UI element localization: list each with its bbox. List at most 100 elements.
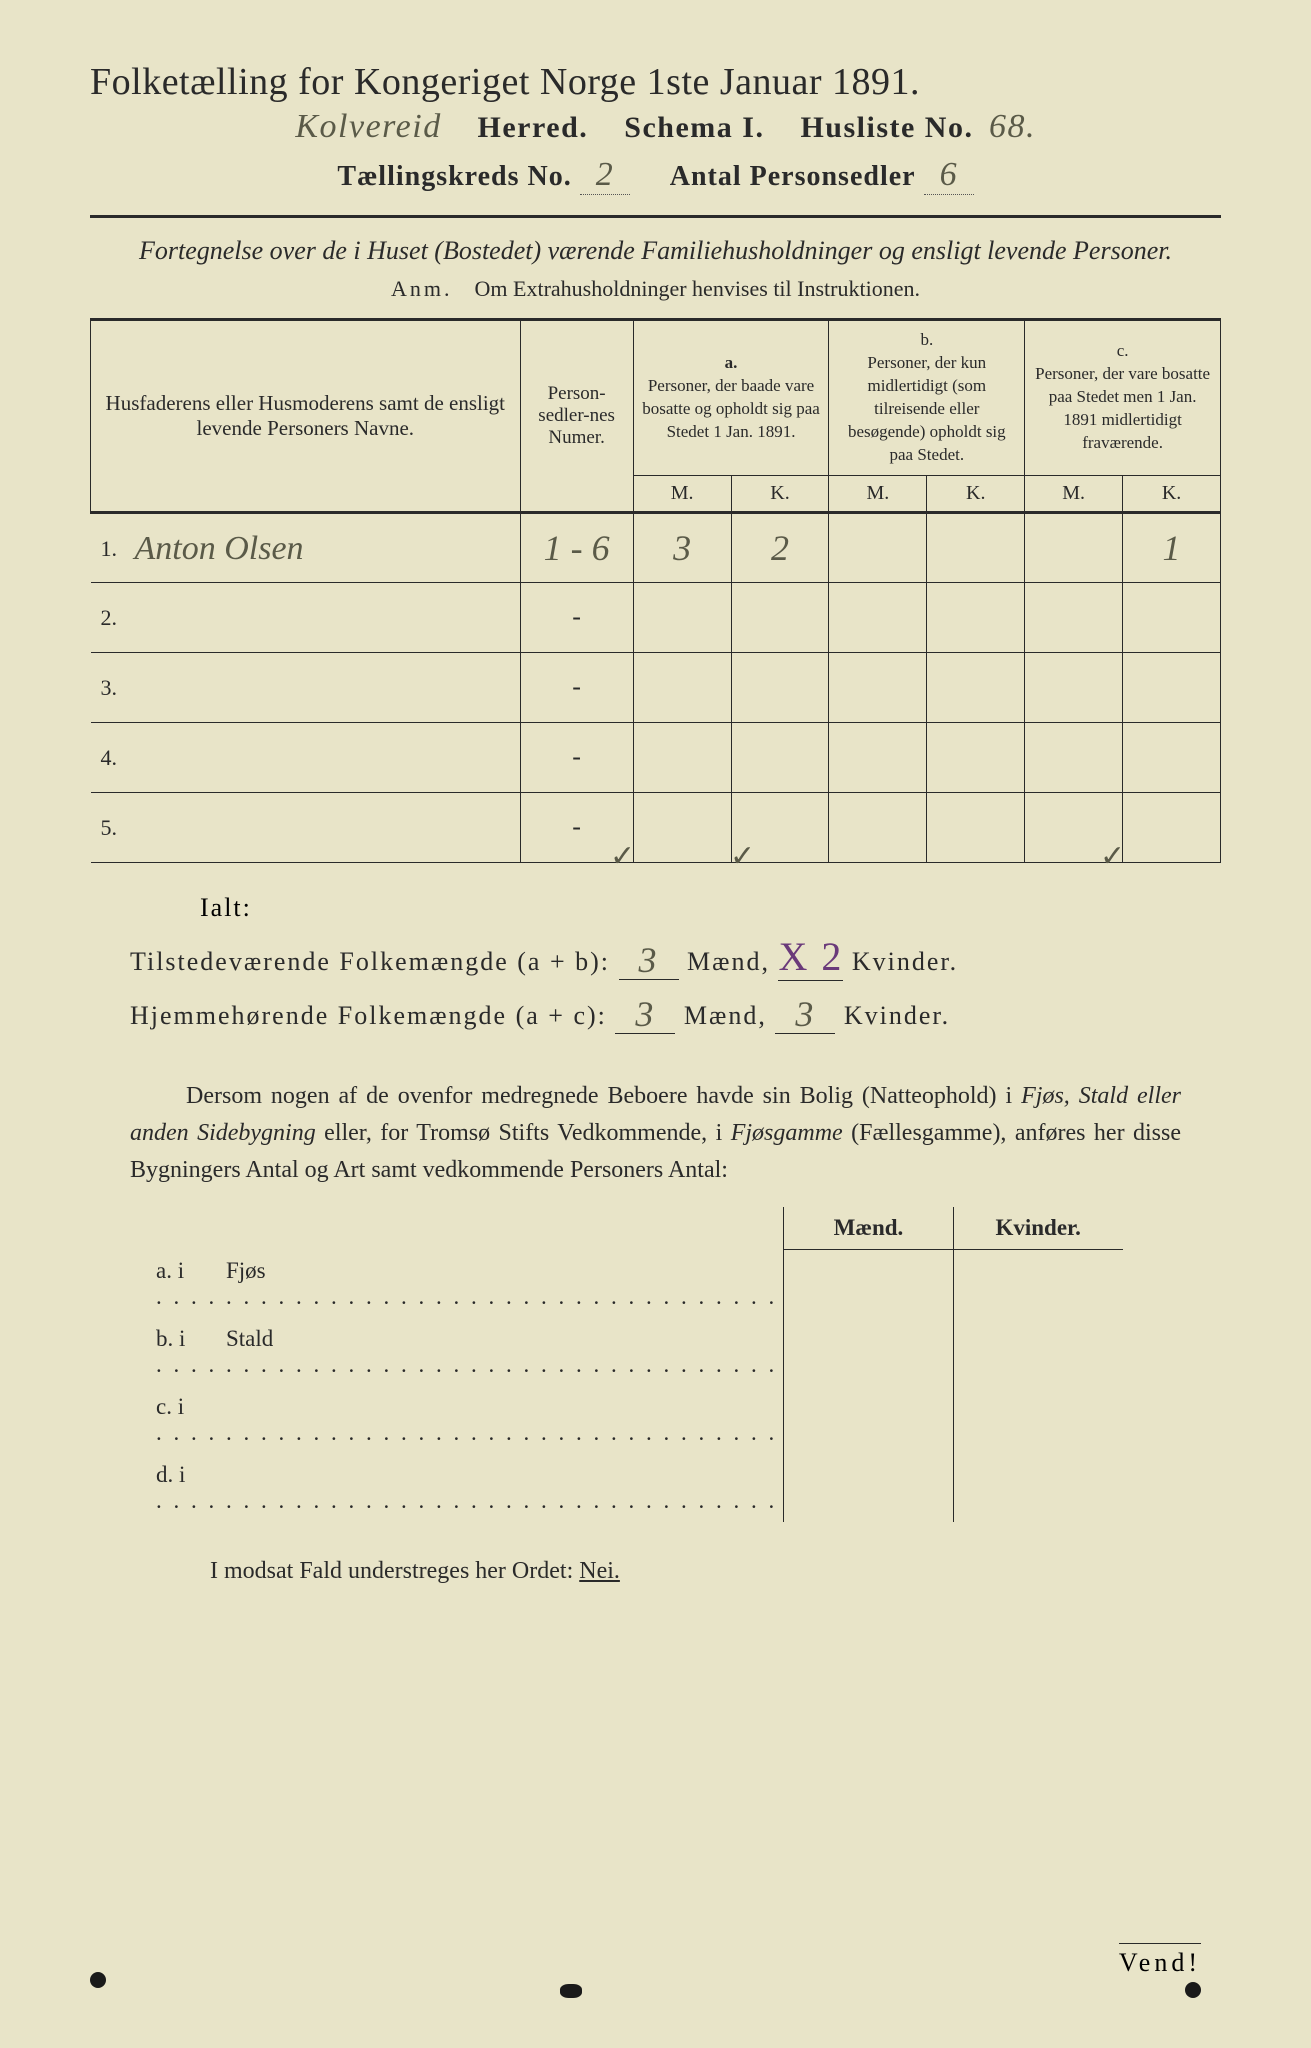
table-row: 5.- xyxy=(91,792,1221,862)
cell-c-m xyxy=(1025,512,1123,582)
cell-c-k xyxy=(1123,652,1221,722)
cell-a-m xyxy=(633,722,731,792)
row-name-cell: 5. xyxy=(91,792,521,862)
tick-mark: ✓ xyxy=(730,839,755,874)
col-header-number: Person-sedler-nes Numer. xyxy=(520,320,633,513)
cell-b-k xyxy=(927,582,1025,652)
side-building-table: Mænd. Kvinder. a. iFjøs . . . . . . . . … xyxy=(150,1207,1123,1522)
table-row: 3.- xyxy=(91,652,1221,722)
hjemme-label: Hjemmehørende Folkemængde (a + c): xyxy=(130,1001,607,1030)
cell-c-k xyxy=(1123,792,1221,862)
herred-label: Herred. xyxy=(478,111,589,144)
side-kvinder-cell xyxy=(953,1250,1122,1318)
kreds-no-handwritten: 2 xyxy=(580,156,630,195)
col-b-m: M. xyxy=(829,475,927,512)
cell-a-m xyxy=(633,652,731,722)
col-b-k: K. xyxy=(927,475,1025,512)
ialt-label: Ialt: xyxy=(200,893,1221,923)
cell-c-k xyxy=(1123,582,1221,652)
cell-a-m: 3 xyxy=(633,512,731,582)
side-table-row: a. iFjøs . . . . . . . . . . . . . . . .… xyxy=(150,1250,1123,1318)
row-number-cell: - xyxy=(520,722,633,792)
side-row-label: b. iStald . . . . . . . . . . . . . . . … xyxy=(150,1318,784,1386)
cell-b-m xyxy=(829,792,927,862)
cell-b-k xyxy=(927,792,1025,862)
col-c-m: M. xyxy=(1025,475,1123,512)
census-form-page: Folketælling for Kongeriget Norge 1ste J… xyxy=(0,0,1311,2048)
ink-spot xyxy=(90,1972,106,1988)
col-header-c: c. Personer, der vare bosatte paa Stedet… xyxy=(1025,320,1221,476)
household-table: Husfaderens eller Husmoderens samt de en… xyxy=(90,318,1221,863)
maend-label: Mænd, xyxy=(687,947,770,976)
cell-a-k xyxy=(731,722,829,792)
row-name-cell: 2. xyxy=(91,582,521,652)
anm-label: Anm. xyxy=(391,276,453,301)
cell-c-m xyxy=(1025,722,1123,792)
anm-text: Om Extrahusholdninger henvises til Instr… xyxy=(475,276,920,301)
col-header-name: Husfaderens eller Husmoderens samt de en… xyxy=(91,320,521,513)
cell-a-m xyxy=(633,792,731,862)
fortegnelse-heading: Fortegnelse over de i Huset (Bostedet) v… xyxy=(90,236,1221,266)
row-name-cell: 1.Anton Olsen xyxy=(91,512,521,582)
divider xyxy=(90,215,1221,218)
hjemme-line: Hjemmehørende Folkemængde (a + c): 3 Mæn… xyxy=(130,991,1221,1034)
cell-b-m xyxy=(829,652,927,722)
row-number-cell: 1 - 6 xyxy=(520,512,633,582)
cell-b-m xyxy=(829,722,927,792)
table-row: 1.Anton Olsen1 - 632 1 xyxy=(91,512,1221,582)
cell-b-m xyxy=(829,512,927,582)
kreds-line: Tællingskreds No. 2 Antal Personsedler 6 xyxy=(90,156,1221,195)
tilstede-maend-value: 3 xyxy=(639,940,659,980)
hjemme-maend-value: 3 xyxy=(635,994,655,1034)
cell-c-k xyxy=(1123,722,1221,792)
modsat-line: I modsat Fald understreges her Ordet: Ne… xyxy=(210,1558,1221,1585)
hjemme-kvinder-value: 3 xyxy=(795,994,815,1034)
tick-mark: ✓ xyxy=(610,839,635,874)
tilstede-label: Tilstedeværende Folkemængde (a + b): xyxy=(130,947,610,976)
row-name-cell: 3. xyxy=(91,652,521,722)
page-title: Folketælling for Kongeriget Norge 1ste J… xyxy=(90,60,1221,104)
row-number-cell: - xyxy=(520,652,633,722)
side-building-paragraph: Dersom nogen af de ovenfor medregnede Be… xyxy=(130,1078,1181,1190)
cell-a-k xyxy=(731,582,829,652)
cell-a-k: 2 xyxy=(731,512,829,582)
nei-word: Nei. xyxy=(579,1558,620,1584)
husliste-no-handwritten: 68. xyxy=(982,108,1042,146)
tick-mark: ✓ xyxy=(1100,839,1125,874)
herred-line: Kolvereid Herred. Schema I. Husliste No.… xyxy=(90,108,1221,146)
cell-c-k: 1 xyxy=(1123,512,1221,582)
side-kvinder-cell xyxy=(953,1454,1122,1522)
col-a-k: K. xyxy=(731,475,829,512)
side-row-label: c. i . . . . . . . . . . . . . . . . . .… xyxy=(150,1386,784,1454)
kreds-label: Tællingskreds No. xyxy=(337,161,571,192)
husliste-label: Husliste No. xyxy=(800,111,973,144)
kvinder-label: Kvinder. xyxy=(852,947,958,976)
side-maend-cell xyxy=(784,1454,953,1522)
antal-handwritten: 6 xyxy=(924,156,974,195)
side-kvinder-cell xyxy=(953,1318,1122,1386)
vend-label: Vend! xyxy=(1119,1943,1201,1978)
cell-c-m xyxy=(1025,582,1123,652)
cell-c-m xyxy=(1025,652,1123,722)
side-maend-cell xyxy=(784,1386,953,1454)
col-c-k: K. xyxy=(1123,475,1221,512)
cell-a-k xyxy=(731,652,829,722)
side-row-label: a. iFjøs . . . . . . . . . . . . . . . .… xyxy=(150,1250,784,1318)
cell-b-k xyxy=(927,722,1025,792)
ink-spot xyxy=(1185,1982,1201,1998)
schema-label: Schema I. xyxy=(624,111,764,144)
col-header-b: b. Personer, der kun midlertidigt (som t… xyxy=(829,320,1025,476)
cell-a-m xyxy=(633,582,731,652)
cell-b-k xyxy=(927,512,1025,582)
side-table-row: c. i . . . . . . . . . . . . . . . . . .… xyxy=(150,1386,1123,1454)
col-header-a: a. Personer, der baade vare bosatte og o… xyxy=(633,320,829,476)
side-row-label: d. i . . . . . . . . . . . . . . . . . .… xyxy=(150,1454,784,1522)
antal-label: Antal Personsedler xyxy=(670,161,916,192)
side-maend-cell xyxy=(784,1318,953,1386)
tilstede-kvinder-value: X 2 xyxy=(778,934,843,979)
tilstede-line: Tilstedeværende Folkemængde (a + b): 3 M… xyxy=(130,933,1221,981)
side-table-row: b. iStald . . . . . . . . . . . . . . . … xyxy=(150,1318,1123,1386)
anm-line: Anm. Om Extrahusholdninger henvises til … xyxy=(90,276,1221,302)
tick-marks-row: ✓ ✓ ✓ xyxy=(90,863,1221,869)
cell-b-k xyxy=(927,652,1025,722)
